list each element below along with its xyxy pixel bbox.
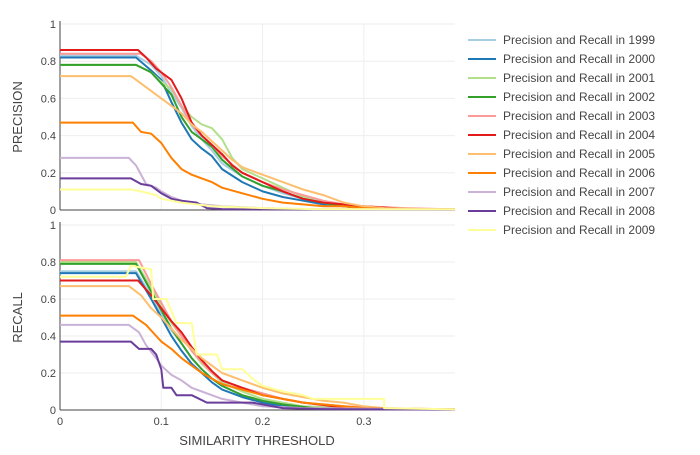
- recall-panel: 0 0.2 0.4 0.6 0.8 1 0 0.1 0.2 0.3 RECALL: [10, 220, 456, 428]
- precision-series-line[interactable]: [60, 49, 410, 211]
- precision-series-line[interactable]: [60, 121, 456, 211]
- recall-series-line[interactable]: [60, 279, 456, 411]
- x-axis-title: SIMILARITY THRESHOLD: [179, 433, 335, 448]
- legend-label: Precision and Recall in 2005: [503, 147, 655, 161]
- legend-label: Precision and Recall in 2009: [503, 223, 655, 237]
- legend[interactable]: Precision and Recall in 1999 Precision an…: [468, 33, 655, 237]
- recall-y-tick-label: 1: [50, 220, 56, 232]
- recall-y-tick-label: 0: [50, 405, 56, 417]
- precision-y-tick-label: 0.6: [41, 93, 56, 105]
- legend-item[interactable]: Precision and Recall in 2006: [468, 166, 655, 180]
- legend-label: Precision and Recall in 2001: [503, 71, 655, 85]
- legend-item[interactable]: Precision and Recall in 2004: [468, 128, 655, 142]
- precision-y-tick-label: 0.8: [41, 56, 56, 68]
- precision-panel: 0 0.2 0.4 0.6 0.8 1 PRECISION: [10, 19, 456, 217]
- recall-series-line[interactable]: [60, 270, 456, 411]
- recall-y-axis-title: RECALL: [10, 292, 25, 343]
- precision-y-tick-label: 0: [50, 205, 56, 217]
- legend-label: Precision and Recall in 2006: [503, 166, 655, 180]
- x-tick-label: 0.2: [255, 416, 270, 428]
- legend-item[interactable]: Precision and Recall in 2008: [468, 204, 655, 218]
- recall-series-line[interactable]: [60, 314, 456, 411]
- x-tick-label: 0.3: [356, 416, 371, 428]
- precision-series-line[interactable]: [60, 75, 456, 211]
- precision-y-tick-label: 1: [50, 19, 56, 31]
- recall-y-tick-label: 0.8: [41, 257, 56, 269]
- legend-label: Precision and Recall in 1999: [503, 33, 655, 47]
- legend-label: Precision and Recall in 2008: [503, 204, 655, 218]
- precision-series-line[interactable]: [60, 54, 456, 211]
- legend-item[interactable]: Precision and Recall in 2003: [468, 109, 655, 123]
- legend-label: Precision and Recall in 2000: [503, 52, 655, 66]
- precision-y-axis-title: PRECISION: [10, 81, 25, 153]
- precision-series-line[interactable]: [60, 177, 456, 211]
- precision-series-line[interactable]: [60, 63, 456, 211]
- precision-series-line[interactable]: [60, 56, 456, 211]
- legend-item[interactable]: Precision and Recall in 2009: [468, 223, 655, 237]
- recall-series-line[interactable]: [60, 323, 456, 411]
- recall-y-tick-label: 0.4: [41, 331, 56, 343]
- legend-item[interactable]: Precision and Recall in 2002: [468, 90, 655, 104]
- recall-y-tick-label: 0.2: [41, 368, 56, 380]
- legend-label: Precision and Recall in 2007: [503, 185, 655, 199]
- precision-series-line[interactable]: [60, 63, 456, 211]
- precision-series-line[interactable]: [60, 188, 456, 211]
- x-tick-label: 0.1: [154, 416, 169, 428]
- legend-label: Precision and Recall in 2003: [503, 109, 655, 123]
- legend-item[interactable]: Precision and Recall in 1999: [468, 33, 655, 47]
- legend-item[interactable]: Precision and Recall in 2007: [468, 185, 655, 199]
- legend-item[interactable]: Precision and Recall in 2000: [468, 52, 655, 66]
- legend-item[interactable]: Precision and Recall in 2005: [468, 147, 655, 161]
- precision-y-tick-label: 0.4: [41, 131, 56, 143]
- recall-series-line[interactable]: [60, 264, 456, 411]
- precision-y-tick-label: 0.2: [41, 168, 56, 180]
- recall-series-line[interactable]: [60, 340, 456, 411]
- recall-y-tick-label: 0.6: [41, 294, 56, 306]
- recall-series-line[interactable]: [60, 285, 456, 411]
- panels-layer: 0 0.2 0.4 0.6 0.8 1 PRECISION 0 0.2 0.4 0.6 0.8 1 0 0.…: [10, 19, 456, 428]
- legend-item[interactable]: Precision and Recall in 2001: [468, 71, 655, 85]
- legend-label: Precision and Recall in 2002: [503, 90, 655, 104]
- precision-series-line[interactable]: [60, 52, 456, 211]
- x-tick-label: 0: [57, 416, 63, 428]
- legend-label: Precision and Recall in 2004: [503, 128, 655, 142]
- recall-series-line[interactable]: [60, 262, 456, 411]
